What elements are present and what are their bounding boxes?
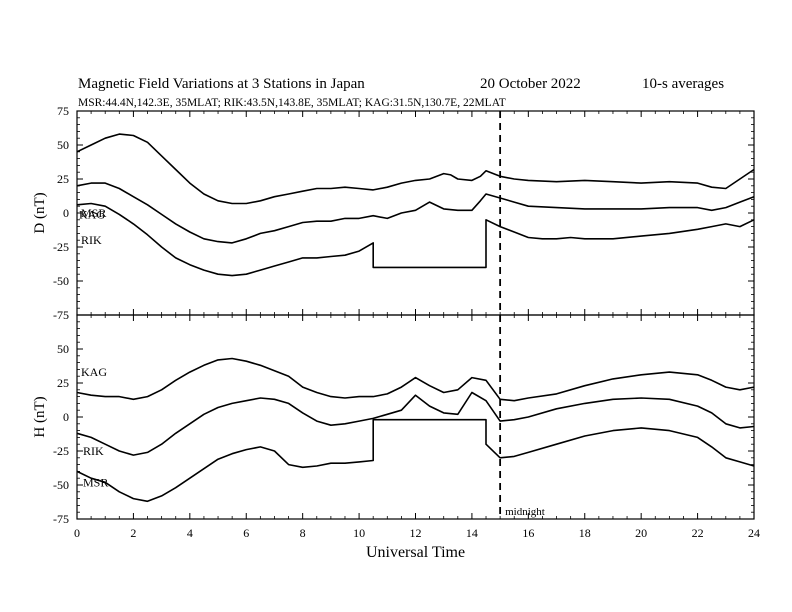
xtick-label: 0 — [74, 526, 80, 540]
xtick-label: 4 — [187, 526, 193, 540]
d-series-msr — [76, 202, 755, 277]
h-series-rik — [76, 391, 755, 456]
h-ytick-label: 25 — [57, 376, 69, 390]
xtick-label: 10 — [353, 526, 365, 540]
d-ytick-label: 50 — [57, 138, 69, 152]
d-ylabel: D (nT) — [32, 192, 48, 233]
d-panel-frame — [76, 110, 755, 316]
x-axis-label: Universal Time — [366, 544, 465, 561]
xtick-label: 24 — [748, 526, 760, 540]
xtick-label: 22 — [692, 526, 704, 540]
d-ytick-label: 25 — [57, 172, 69, 186]
xtick-label: 6 — [243, 526, 249, 540]
d-series-label-rik: RIK — [81, 233, 102, 247]
h-component-panel: 50 25 0 -25 -50 -75 H (nT) KAG RIK MSR — [32, 314, 755, 526]
h-ytick-label: -50 — [53, 478, 69, 492]
xtick-label: 8 — [300, 526, 306, 540]
d-series-rik — [76, 182, 755, 244]
d-series-label-kag: KAG — [79, 207, 105, 221]
d-series-label-msr: MSR — [81, 206, 106, 220]
d-series-kag — [76, 133, 755, 205]
h-series-kag — [76, 357, 755, 402]
xtick-label: 20 — [635, 526, 647, 540]
midnight-label: midnight — [505, 506, 545, 518]
d-ytick-label: -25 — [53, 240, 69, 254]
xtick-label: 2 — [130, 526, 136, 540]
h-panel-frame — [76, 314, 755, 520]
h-ylabel: H (nT) — [32, 396, 48, 437]
time-axis: 0 2 4 6 8 10 12 14 16 18 20 22 24 — [74, 111, 760, 540]
xtick-label: 12 — [410, 526, 422, 540]
h-series-msr — [76, 418, 755, 503]
d-component-panel: 75 50 25 0 -25 -50 -75 D (nT) KAG RIK MSR — [32, 104, 755, 322]
h-ytick-label: -75 — [53, 512, 69, 526]
d-ytick-label: 75 — [57, 104, 69, 118]
h-series-label-msr: MSR — [83, 475, 108, 489]
h-series-label-kag: KAG — [81, 365, 107, 379]
chart-title: Magnetic Field Variations at 3 Stations … — [78, 76, 365, 92]
chart-averaging: 10-s averages — [642, 76, 724, 92]
chart-date: 20 October 2022 — [480, 76, 581, 92]
d-ytick-label: 0 — [63, 206, 69, 220]
h-series-label-rik: RIK — [83, 444, 104, 458]
xtick-label: 16 — [522, 526, 534, 540]
d-ytick-label: -50 — [53, 274, 69, 288]
d-ytick-label: -75 — [53, 308, 69, 322]
h-ytick-label: 50 — [57, 342, 69, 356]
xtick-label: 18 — [579, 526, 591, 540]
xtick-label: 14 — [466, 526, 478, 540]
h-ytick-label: 0 — [63, 410, 69, 424]
stations-subtitle: MSR:44.4N,142.3E, 35MLAT; RIK:43.5N,143.… — [78, 97, 506, 109]
h-ytick-label: -25 — [53, 444, 69, 458]
